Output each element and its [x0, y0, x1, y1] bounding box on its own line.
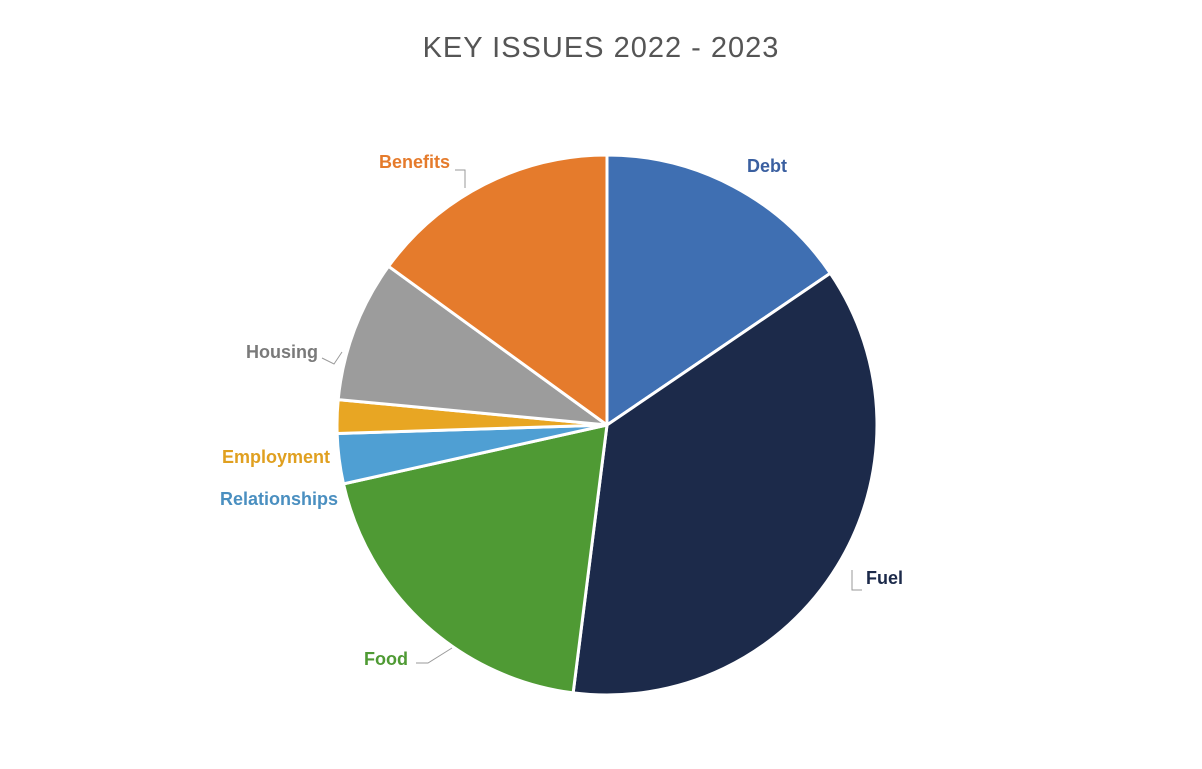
pie-slice-housing: [336, 264, 609, 427]
pie-slices: [335, 153, 879, 697]
pie-slice-debt: [605, 153, 832, 427]
slice-label-housing: Housing: [246, 342, 318, 362]
pie-slice-fuel: [571, 271, 879, 697]
pie-slice-food: [342, 423, 609, 695]
label-leaders: [321, 169, 862, 664]
pie-slice-benefits: [387, 153, 609, 427]
leader-line-fuel: [851, 570, 862, 591]
leader-line-housing: [321, 351, 343, 365]
slice-label-employment: Employment: [222, 447, 330, 467]
slice-label-fuel: Fuel: [866, 568, 903, 588]
chart-title: KEY ISSUES 2022 - 2023: [422, 32, 780, 64]
leader-line-food: [416, 647, 453, 664]
slice-label-relationships: Relationships: [220, 489, 338, 509]
slice-labels: Debt Fuel Food Relationships Employment Housi…: [220, 152, 903, 669]
slice-label-food: Food: [364, 649, 408, 669]
slice-label-debt: Debt: [747, 156, 787, 176]
slice-label-benefits: Benefits: [379, 152, 450, 172]
leader-line-benefits: [455, 169, 466, 188]
